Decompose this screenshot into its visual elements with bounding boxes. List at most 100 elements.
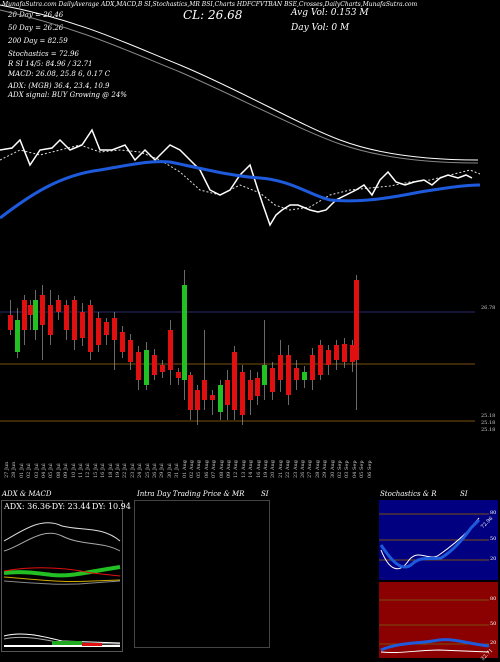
candle-body [210,395,215,400]
candle-body [96,318,101,345]
macd-line [3,633,121,644]
candle-body [144,350,149,385]
date-label: 05 Jul [48,463,55,478]
price-line [0,128,473,227]
stoch-tick-80: 80 [490,510,497,516]
date-label: 19 Aug [263,460,269,478]
date-label: 04 Jul [41,463,47,478]
rsi-tick-20: 20 [490,640,497,646]
close-price: CL: 26.68 [183,8,243,22]
header-source-line: MunafaSutra.com DailyAverage ADX,MACD,B … [2,1,418,8]
candle-body [255,378,260,396]
date-label: 12 Aug [233,460,240,478]
price-label-lower3: 25.18 [481,427,496,433]
date-label: 04 Sep [351,460,358,478]
stoch-tick-50: 50 [490,536,497,542]
candle-body [48,305,53,335]
adx-green-line [3,565,121,578]
dma200-shadow-line [0,9,479,164]
candle-body [160,365,165,372]
candle-body [152,355,157,375]
date-label: 31 Jul [174,463,181,478]
rsi-tick-80: 80 [490,596,497,602]
date-label: 02 Sep [337,460,343,478]
candle-body [112,318,117,340]
macd-histogram-red [82,643,102,646]
stoch-d-line [379,518,481,569]
candle-body [310,355,315,380]
date-label: 11 Jul [78,463,84,478]
candle-body [128,340,133,362]
candle-body [22,300,27,330]
date-label: 23 Jul [129,463,136,478]
candle-body [342,344,347,362]
average-volume: Avg Vol: 0.153 M [291,8,369,18]
candle-body [318,345,323,375]
candle-body [136,352,141,380]
stoch-tick-20: 20 [490,556,497,562]
rsi-panel [379,582,498,658]
date-label: 16 Jul [100,463,107,478]
candle-body [302,372,307,380]
candle-body [350,345,355,362]
intraday-si-label: SI [261,490,269,498]
date-label: 28 Jun [11,461,18,478]
candle-body [176,372,181,378]
stoch-k-line [380,517,480,570]
dma50-line [0,160,481,220]
adx-line-b [3,532,121,552]
date-label: 29 Aug [322,460,329,478]
date-label: 19 Jul [115,463,121,478]
date-label: 18 Jul [107,463,114,478]
date-label: 10 Jul [70,463,77,478]
date-label: 08 Jul [55,463,62,478]
candle-body [72,300,77,340]
stochastics-readout: Stochastics = 72.96 [8,50,79,58]
plus-dy-value: DY: 10.94 [92,502,131,511]
rsi-readout: R SI 14/5: 84.96 / 32.71 [8,60,93,68]
candle-body [15,320,20,352]
date-label: 08 Aug [218,460,225,478]
date-label: 26 Jul [152,463,158,478]
candle-body [188,375,193,410]
date-label: 03 Sep [344,460,351,478]
candle-body [262,365,267,385]
candle-body [104,322,109,335]
candle-body [225,380,230,405]
candle-body [278,355,283,380]
date-label: 22 Aug [285,460,292,478]
macd-histogram-green [52,641,82,645]
adx-red-line [3,567,121,577]
stochastics-rsi-title: Stochastics & R [380,490,437,498]
stochastics-panel [379,500,498,580]
date-label: 01 Jul [18,463,25,478]
date-label: 15 Jul [92,463,99,478]
date-label: 03 Jul [33,463,40,478]
candle-body [195,390,200,410]
date-label: 20 Aug [270,460,277,478]
mrsi-line [380,638,490,652]
adx-line-c [3,580,121,585]
candle-body [182,285,187,380]
date-label: 01 Aug [181,460,188,478]
candle-body [294,368,299,380]
day-volume: Day Vol: 0 M [291,23,350,33]
price-label-lower2: 25.18 [481,420,496,426]
date-label: 16 Aug [255,460,262,478]
candle-body [8,315,13,330]
date-label: 13 Aug [240,460,247,478]
date-label: 06 Aug [203,460,210,478]
date-label: 25 Jul [144,463,151,478]
price-label-lower1: 25.18 [481,413,496,419]
candle-body [202,380,207,400]
candle-body [326,350,331,365]
date-label: 30 Aug [329,460,336,478]
adx-value: ADX: 36.36 [4,502,51,511]
date-label: 27 Jun [4,461,10,478]
date-label: 12 Jul [85,463,92,478]
date-label: 29 Jul [159,463,166,478]
candle-body [40,295,45,325]
candle-body [218,385,223,412]
date-label: 14 Aug [248,460,255,478]
